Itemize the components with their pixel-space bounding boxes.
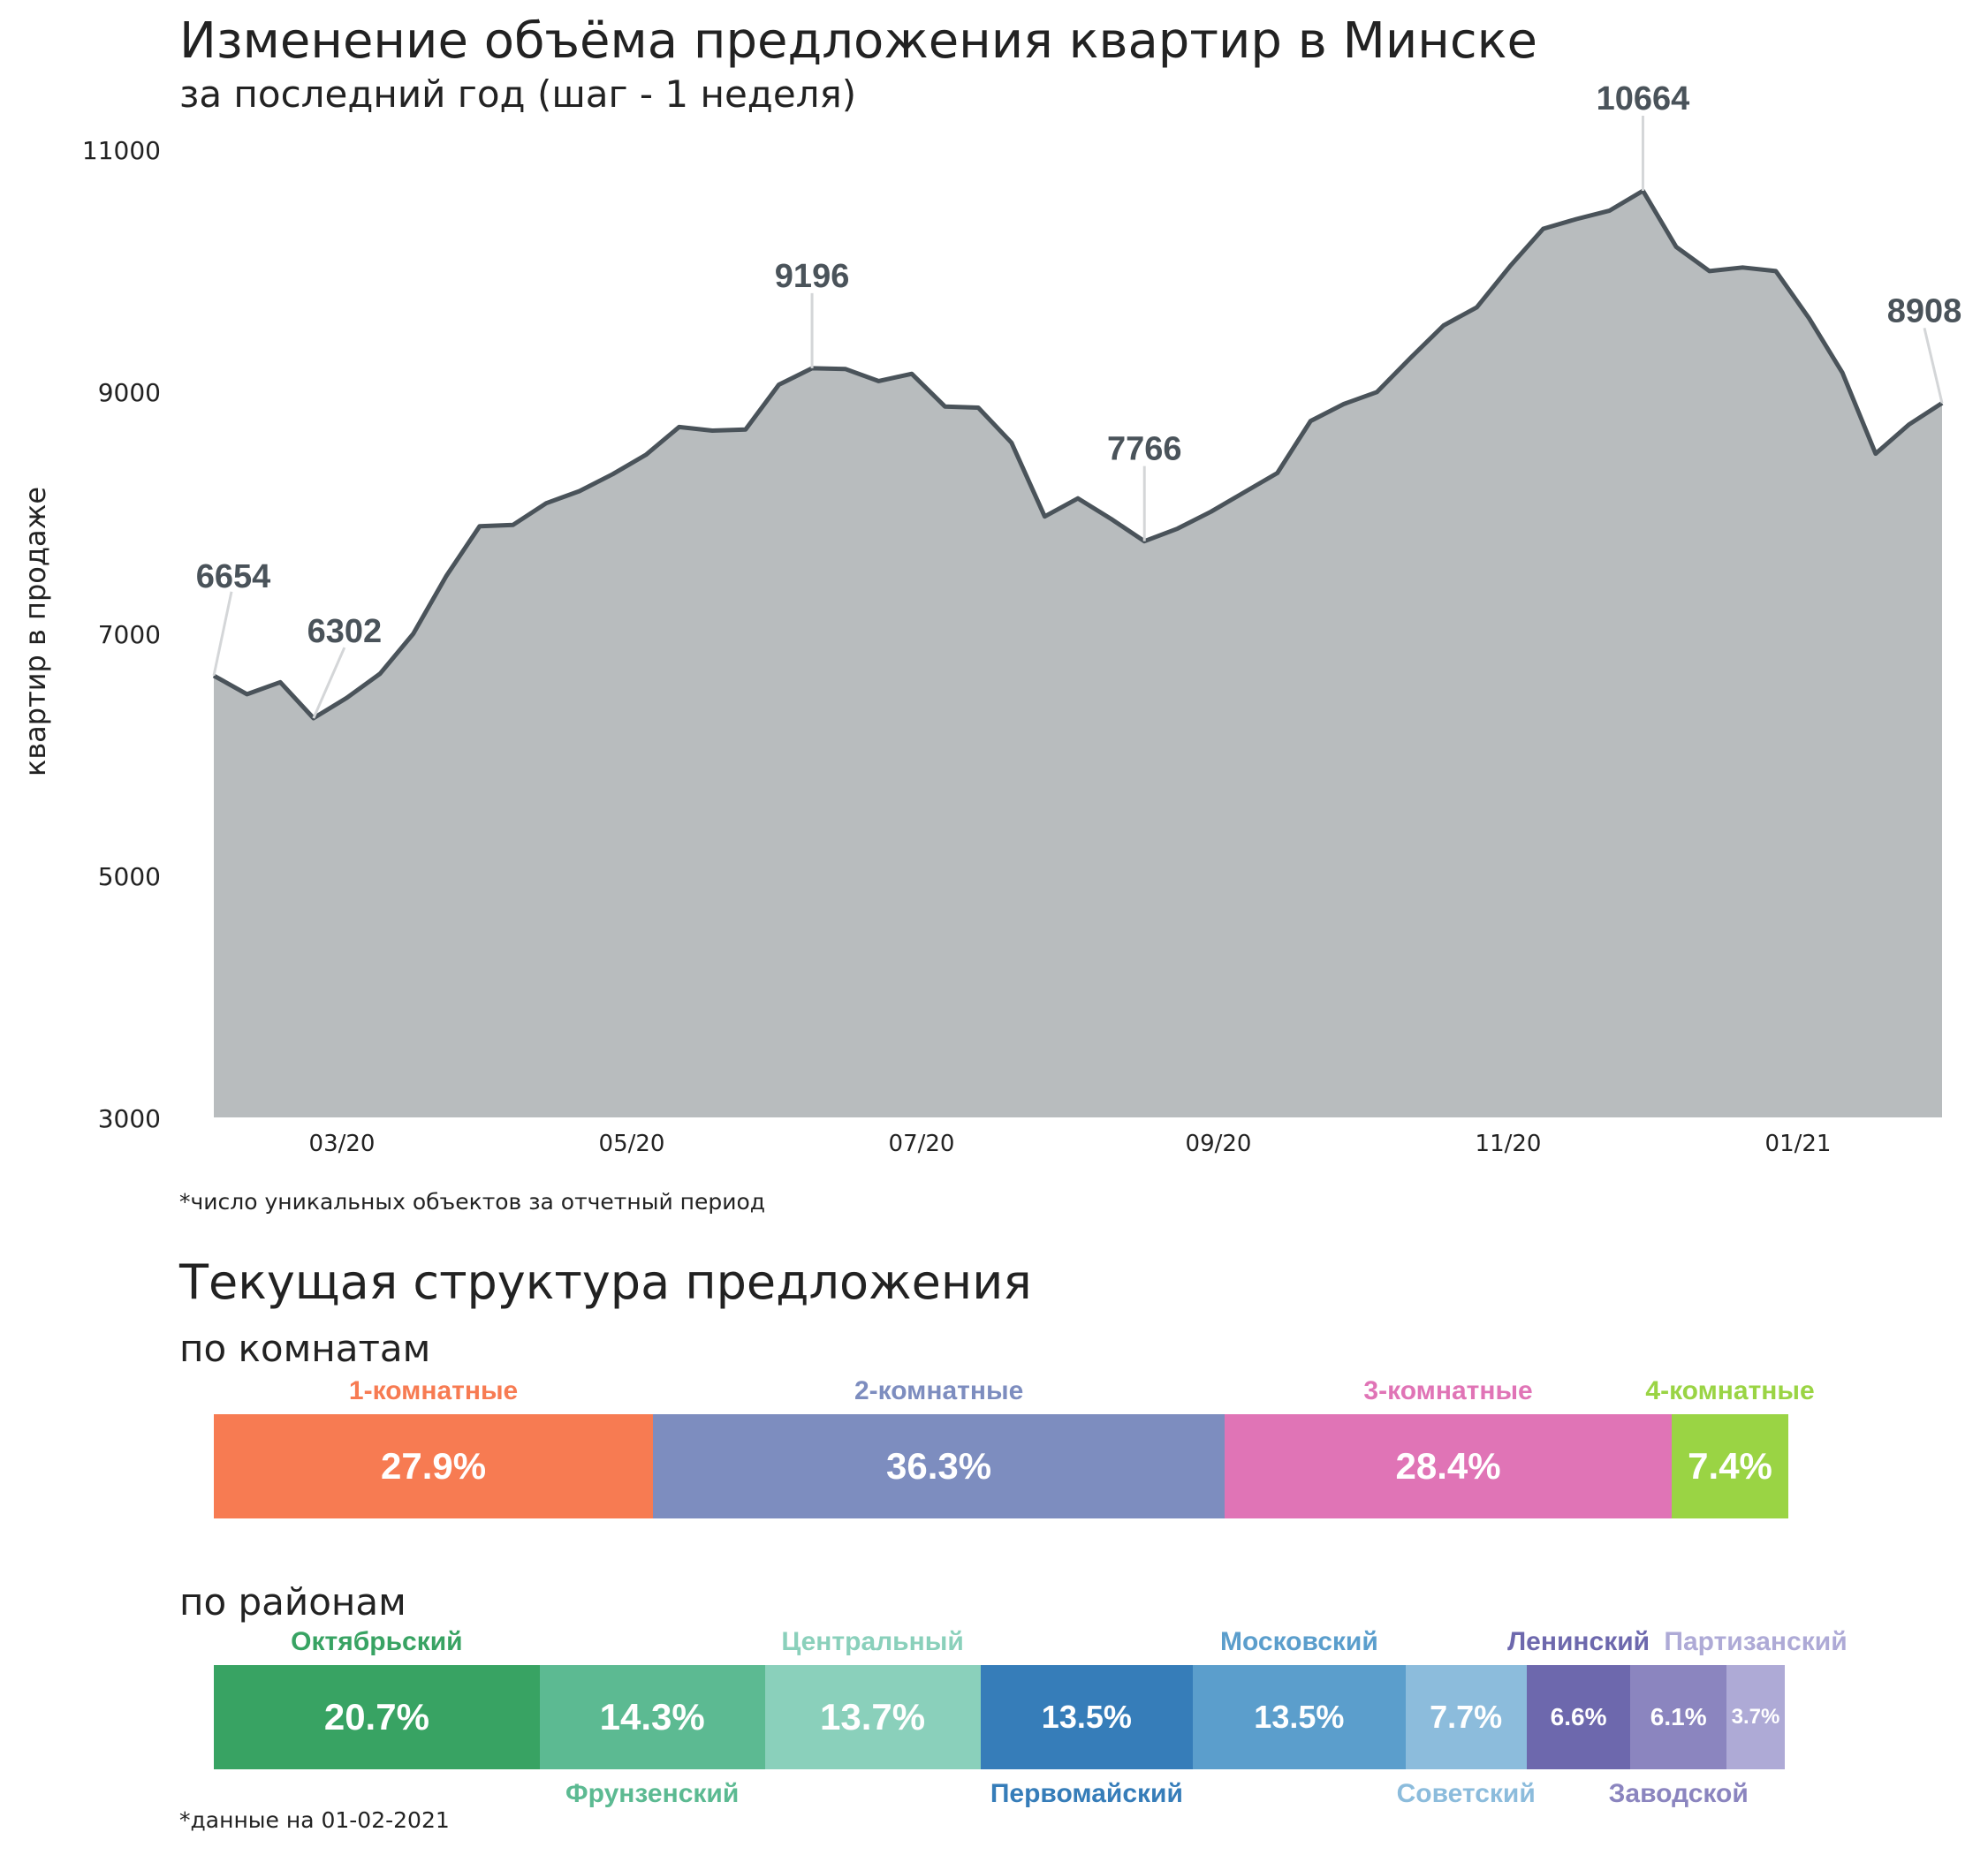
y-tick-label: 9000	[97, 378, 161, 407]
districts-bar: 20.7% 14.3% 13.7% 13.5% 13.5% 7.7% 6.6% 6.1% 3.7…	[214, 1665, 1785, 1769]
x-tick-label: 07/20	[888, 1131, 955, 1157]
bar-segment: 3.7%	[1726, 1665, 1785, 1769]
segment-name-label: Первомайский	[990, 1779, 1183, 1808]
data-date-footnote: *данные на 01-02-2021	[179, 1807, 450, 1833]
bar-segment: 7.7%	[1405, 1665, 1527, 1769]
x-tick-label: 03/20	[308, 1131, 376, 1157]
y-tick-label: 7000	[97, 620, 161, 649]
rooms-bar: 27.9% 36.3% 28.4% 7.4%	[214, 1414, 1788, 1518]
bar-segment: 13.5%	[980, 1665, 1194, 1769]
annotation-label: 9196	[775, 258, 850, 295]
area-chart: 6654 6302 9196 7766 10664 8908	[196, 80, 1962, 1117]
segment-name-label: Московский	[1219, 1627, 1378, 1656]
x-tick-label: 05/20	[598, 1131, 665, 1157]
bar-segment: 7.4%	[1672, 1414, 1788, 1518]
segment-name-label: Партизанский	[1664, 1627, 1848, 1656]
annotation-label: 6302	[307, 613, 383, 650]
annotation-label: 10664	[1597, 80, 1690, 117]
segment-name-label: 3-комнатные	[1363, 1376, 1533, 1405]
segment-name-label: Центральный	[781, 1627, 964, 1656]
segment-name-label: 1-комнатные	[348, 1376, 519, 1405]
chart-footnote: *число уникальных объектов за отчетный п…	[179, 1189, 766, 1215]
bar-segment: 6.1%	[1630, 1665, 1727, 1769]
x-tick-label: 11/20	[1475, 1131, 1542, 1157]
bar-segment: 20.7%	[214, 1665, 540, 1769]
annotation-connector	[212, 591, 233, 677]
bar-segment: 14.3%	[539, 1665, 765, 1769]
y-tick-label: 11000	[81, 136, 161, 165]
y-tick-label: 5000	[97, 862, 161, 891]
districts-subtitle: по районам	[179, 1580, 406, 1624]
segment-name-label: Ленинский	[1507, 1627, 1650, 1656]
chart-title: Изменение объёма предложения квартир в М…	[179, 12, 1537, 70]
series-line	[212, 188, 1944, 721]
bar-segment: 13.7%	[764, 1665, 981, 1769]
x-tick-label: 01/21	[1764, 1131, 1832, 1157]
segment-name-label: Заводской	[1608, 1779, 1749, 1808]
segment-name-label: 2-комнатные	[854, 1376, 1024, 1405]
annotation-label: 6654	[196, 558, 271, 595]
annotation-label: 8908	[1887, 292, 1962, 329]
segment-name-label: Фрунзенский	[565, 1779, 740, 1808]
annotation-connector	[312, 647, 346, 719]
bar-segment: 6.6%	[1526, 1665, 1631, 1769]
x-tick-label: 09/20	[1185, 1131, 1252, 1157]
chart-subtitle: за последний год (шаг - 1 неделя)	[179, 72, 857, 116]
annotations-group: 6654 6302 9196 7766 10664 8908	[196, 80, 1962, 719]
structure-title: Текущая структура предложения	[179, 1254, 1032, 1310]
segment-name-label: Октябрьский	[291, 1627, 463, 1656]
bar-segment: 28.4%	[1225, 1414, 1673, 1518]
bar-segment: 27.9%	[214, 1414, 654, 1518]
segment-name-label: 4-комнатные	[1645, 1376, 1815, 1405]
y-tick-label: 3000	[97, 1104, 161, 1133]
annotation-connector	[1923, 327, 1944, 404]
rooms-subtitle: по комнатам	[179, 1327, 431, 1370]
bar-segment: 13.5%	[1193, 1665, 1406, 1769]
area-fill	[214, 191, 1942, 1117]
annotation-label: 7766	[1107, 431, 1182, 468]
segment-name-label: Советский	[1396, 1779, 1536, 1808]
bar-segment: 36.3%	[653, 1414, 1225, 1518]
